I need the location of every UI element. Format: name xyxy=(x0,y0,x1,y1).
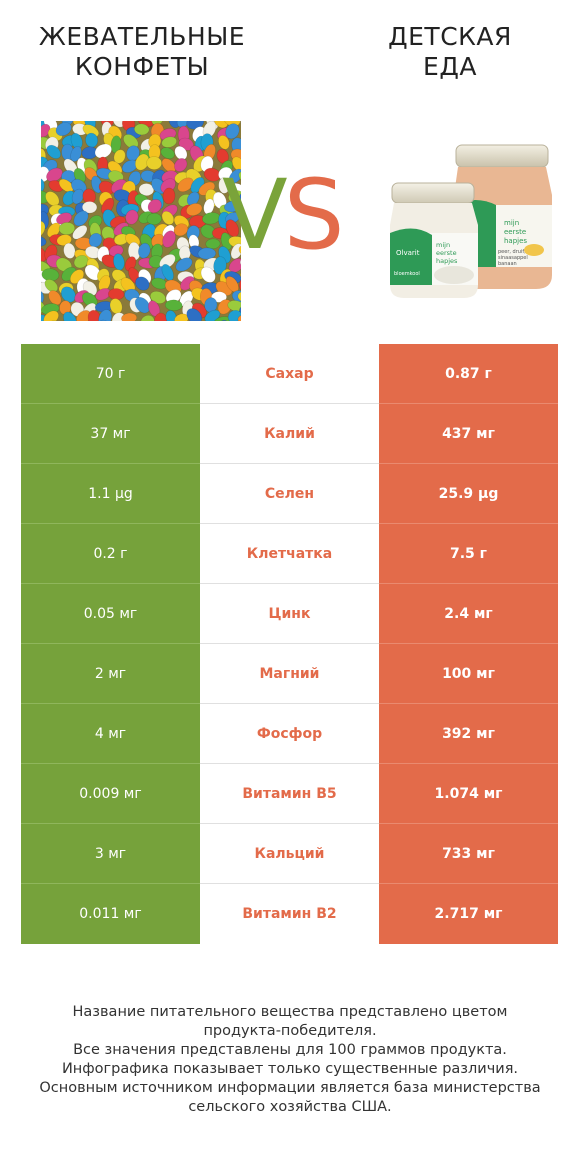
baby-food-jars-image: mijn eerste hapjes peer, druif, sinaasap… xyxy=(390,144,552,298)
nutrient-name-cell: Клетчатка xyxy=(200,524,379,584)
footnote: Название питательного вещества представл… xyxy=(20,1003,560,1117)
table-row: 0.05 мг Цинк 2.4 мг xyxy=(21,584,558,644)
right-title-line-1: ДЕТСКАЯ xyxy=(388,22,512,51)
nutrient-name-cell: Цинк xyxy=(200,584,379,644)
left-value-cell: 0.2 г xyxy=(21,524,200,584)
label-eerste-front: eerste xyxy=(436,249,457,257)
right-title-line-2: ЕДА xyxy=(423,52,477,81)
table-row: 37 мг Калий 437 мг xyxy=(21,404,558,464)
left-value-cell: 0.009 мг xyxy=(21,764,200,824)
table-row: 3 мг Кальций 733 мг xyxy=(21,824,558,884)
label-fruit-2: sinaasappel xyxy=(498,255,528,261)
jelly-beans-image xyxy=(41,121,241,321)
right-value-cell: 392 мг xyxy=(379,704,558,764)
nutrient-name-cell: Витамин B2 xyxy=(200,884,379,944)
right-image-label-back: mijn eerste hapjes peer, druif, sinaasap… xyxy=(498,219,528,267)
left-value-cell: 0.05 мг xyxy=(21,584,200,644)
vs-s: S xyxy=(283,159,345,271)
right-value-cell: 2.717 мг xyxy=(379,884,558,944)
nutrient-name-cell: Селен xyxy=(200,464,379,524)
table-row: 4 мг Фосфор 392 мг xyxy=(21,704,558,764)
right-value-cell: 2.4 мг xyxy=(379,584,558,644)
right-value-cell: 0.87 г xyxy=(379,344,558,404)
label-eerste-back: eerste xyxy=(504,228,526,236)
left-value-cell: 37 мг xyxy=(21,404,200,464)
nutrient-name-cell: Калий xyxy=(200,404,379,464)
left-value-cell: 2 мг xyxy=(21,644,200,704)
table-row: 2 мг Магний 100 мг xyxy=(21,644,558,704)
left-value-cell: 3 мг xyxy=(21,824,200,884)
label-mijn-front: mijn xyxy=(436,241,450,249)
nutrient-name-cell: Фосфор xyxy=(200,704,379,764)
nutrient-name-cell: Кальций xyxy=(200,824,379,884)
comparison-table: 70 г Сахар 0.87 г 37 мг Калий 437 мг 1.1 µg Сел… xyxy=(21,344,558,944)
right-value-cell: 7.5 г xyxy=(379,524,558,584)
label-fruit-3: banaan xyxy=(498,261,517,267)
label-fruit-1: peer, druif, xyxy=(498,249,526,255)
nutrient-name-cell: Сахар xyxy=(200,344,379,404)
nutrient-name-cell: Витамин B5 xyxy=(200,764,379,824)
table-row: 0.011 мг Витамин B2 2.717 мг xyxy=(21,884,558,944)
vs-label: VS xyxy=(222,159,345,271)
left-title-line-1: ЖЕВАТЕЛЬНЫЕ xyxy=(38,22,246,51)
table-row: 0.2 г Клетчатка 7.5 г xyxy=(21,524,558,584)
right-product-title: ДЕТСКАЯ ЕДА xyxy=(340,22,560,82)
label-mijn-back: mijn xyxy=(504,219,519,227)
footnote-line-4: Инфографика показывает только существенн… xyxy=(61,1061,519,1077)
right-value-cell: 733 мг xyxy=(379,824,558,884)
table-row: 70 г Сахар 0.87 г xyxy=(21,344,558,404)
label-brand: Olvarit xyxy=(396,249,420,257)
table-row: 0.009 мг Витамин B5 1.074 мг xyxy=(21,764,558,824)
footnote-line-1: Название питательного вещества представл… xyxy=(72,1004,508,1020)
left-value-cell: 70 г xyxy=(21,344,200,404)
label-bloemkool: bloemkool xyxy=(394,271,420,277)
table-row: 1.1 µg Селен 25.9 µg xyxy=(21,464,558,524)
right-value-cell: 437 мг xyxy=(379,404,558,464)
footnote-line-3: Все значения представлены для 100 граммо… xyxy=(73,1042,507,1058)
left-title-line-2: КОНФЕТЫ xyxy=(74,52,210,81)
left-value-cell: 0.011 мг xyxy=(21,884,200,944)
left-value-cell: 4 мг xyxy=(21,704,200,764)
right-value-cell: 25.9 µg xyxy=(379,464,558,524)
footnote-line-5: Основным источником информации является … xyxy=(39,1080,541,1096)
nutrient-name-cell: Магний xyxy=(200,644,379,704)
left-product-title: ЖЕВАТЕЛЬНЫЕ КОНФЕТЫ xyxy=(22,22,262,82)
right-value-cell: 100 мг xyxy=(379,644,558,704)
label-hapjes-back: hapjes xyxy=(504,237,527,245)
label-hapjes-front: hapjes xyxy=(436,257,458,265)
footnote-line-6: сельского хозяйства США. xyxy=(188,1099,392,1115)
vs-v: V xyxy=(222,159,288,271)
left-value-cell: 1.1 µg xyxy=(21,464,200,524)
footnote-line-2: продукта-победителя. xyxy=(203,1023,377,1039)
right-value-cell: 1.074 мг xyxy=(379,764,558,824)
